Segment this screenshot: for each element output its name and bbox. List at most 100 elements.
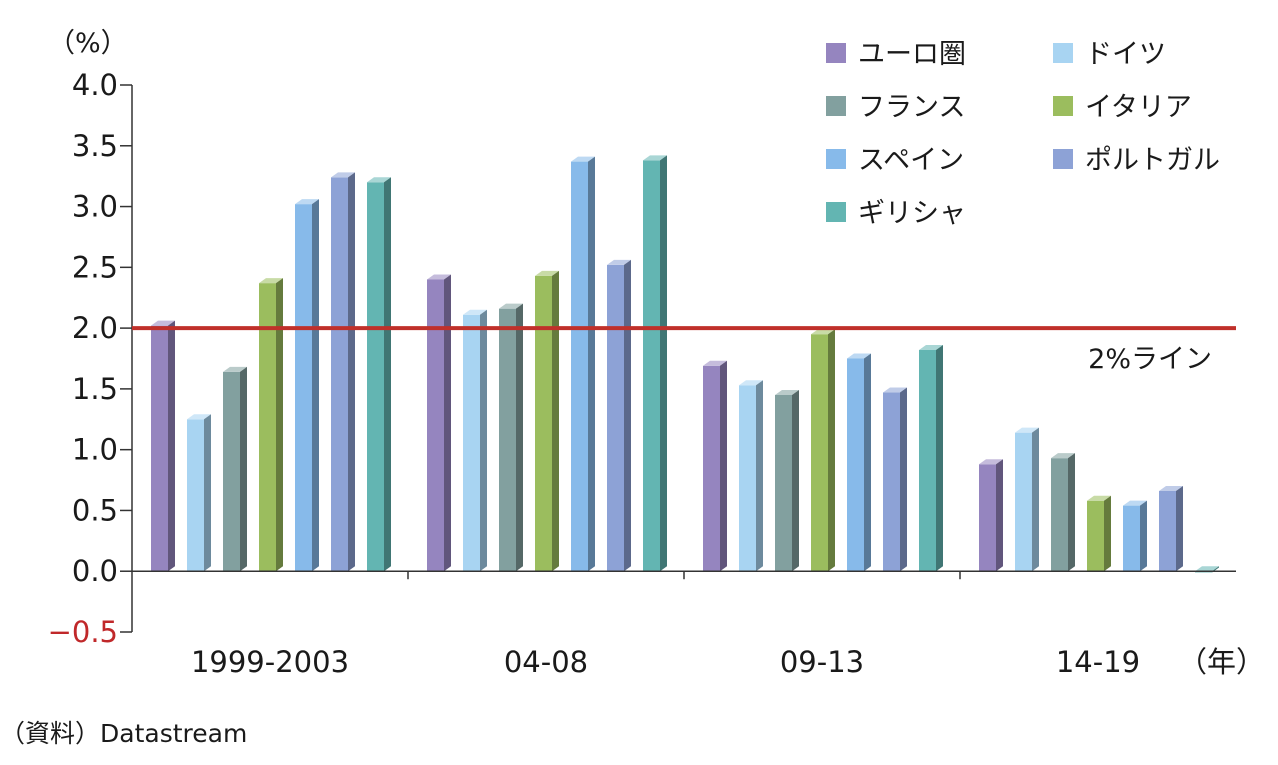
bar-ドイツ-14-19 xyxy=(1015,427,1039,572)
bar-top xyxy=(1051,453,1075,459)
bar-side xyxy=(276,278,283,572)
source-note: （資料）Datastream xyxy=(0,719,247,748)
bar-イタリア-1999-2003 xyxy=(259,278,283,572)
legend-item: イタリア xyxy=(1053,92,1192,123)
bar-front xyxy=(1087,500,1104,572)
x-category-label: 04-08 xyxy=(504,645,588,679)
bar-top xyxy=(739,380,763,386)
bar-ポルトガル-09-13 xyxy=(883,387,907,572)
bar-front xyxy=(1051,458,1068,572)
bar-front xyxy=(643,160,660,572)
bar-フランス-04-08 xyxy=(499,303,523,572)
bar-top xyxy=(367,177,391,183)
legend-item: ユーロ圏 xyxy=(826,39,966,70)
bar-side xyxy=(792,389,799,572)
bar-top xyxy=(1195,566,1219,572)
bar-イタリア-09-13 xyxy=(811,329,835,572)
bar-top xyxy=(847,353,871,359)
bar-ドイツ-09-13 xyxy=(739,380,763,572)
bar-ユーロ圏-09-13 xyxy=(703,360,727,572)
bar-ポルトガル-1999-2003 xyxy=(331,172,355,572)
bar-top xyxy=(463,309,487,315)
y-tick-label: 1.5 xyxy=(72,372,118,406)
legend-label: ユーロ圏 xyxy=(858,39,966,70)
bar-スペイン-04-08 xyxy=(571,156,595,572)
bar-front xyxy=(187,419,204,572)
bar-side xyxy=(312,199,319,572)
legend-swatch xyxy=(1053,43,1073,63)
bar-スペイン-14-19 xyxy=(1123,500,1147,572)
bar-side xyxy=(720,360,727,572)
bar-side xyxy=(900,387,907,572)
bar-side xyxy=(1068,453,1075,572)
bars-layer xyxy=(151,155,1219,573)
y-tick-label: 1.0 xyxy=(72,433,118,467)
bar-front xyxy=(703,365,720,572)
y-tick-label: 0.5 xyxy=(72,493,118,527)
bar-side xyxy=(168,320,175,572)
bar-side xyxy=(588,156,595,572)
bar-front xyxy=(811,334,828,572)
bar-side xyxy=(936,344,943,572)
y-tick-label: 3.0 xyxy=(72,190,118,224)
bar-side xyxy=(996,459,1003,572)
bar-top xyxy=(919,344,943,350)
bar-top xyxy=(1087,495,1111,501)
y-tick-label: 4.0 xyxy=(72,68,118,102)
bar-top xyxy=(427,274,451,280)
bar-ギリシャ-09-13 xyxy=(919,344,943,572)
bar-side xyxy=(1104,495,1111,572)
legend-item: スペイン xyxy=(826,145,964,176)
bar-front xyxy=(1123,505,1140,572)
legend-item: ポルトガル xyxy=(1053,145,1220,176)
legend-item: フランス xyxy=(826,92,965,123)
bar-side xyxy=(1176,485,1183,572)
bar-front xyxy=(883,392,900,572)
bar-side xyxy=(444,274,451,572)
y-tick-label: 0.0 xyxy=(72,554,118,588)
bar-top xyxy=(979,459,1003,465)
axes-layer: 4.0 3.5 3.0 2.5 2.0 1.5 1.0 0.5 0.0 −0.5 1999-2003… xyxy=(48,68,1236,679)
x-axis-unit-label: （年） xyxy=(1178,645,1265,679)
bar-front xyxy=(847,358,864,572)
bar-front xyxy=(151,325,168,572)
legend-label: スペイン xyxy=(858,145,964,176)
bar-top xyxy=(223,366,247,372)
bar-ドイツ-04-08 xyxy=(463,309,487,572)
y-axis-unit-label: （%） xyxy=(48,28,128,59)
bar-ポルトガル-14-19 xyxy=(1159,485,1183,572)
bar-top xyxy=(535,270,559,276)
bar-side xyxy=(756,380,763,572)
y-tick-label: 2.5 xyxy=(72,250,118,284)
legend-swatch xyxy=(826,43,846,63)
bar-ギリシャ-1999-2003 xyxy=(367,177,391,572)
bar-front xyxy=(259,283,276,572)
x-category-label: 09-13 xyxy=(780,645,864,679)
bar-ユーロ圏-04-08 xyxy=(427,274,451,572)
bar-side xyxy=(864,353,871,572)
legend-swatch xyxy=(826,149,846,169)
bar-イタリア-14-19 xyxy=(1087,495,1111,572)
bar-top xyxy=(331,172,355,178)
bar-front xyxy=(979,464,996,572)
bar-front xyxy=(535,275,552,572)
legend-item: ギリシャ xyxy=(826,198,966,229)
bar-top xyxy=(1015,427,1039,433)
bar-front xyxy=(739,385,756,572)
bar-ユーロ圏-14-19 xyxy=(979,459,1003,572)
bar-ユーロ圏-1999-2003 xyxy=(151,320,175,572)
y-tick-label: 3.5 xyxy=(72,129,118,163)
x-category-label: 14-19 xyxy=(1056,645,1140,679)
bar-top xyxy=(259,278,283,284)
bar-side xyxy=(516,303,523,572)
x-category-label: 1999-2003 xyxy=(191,645,349,679)
bar-front xyxy=(1159,490,1176,572)
bar-top xyxy=(775,389,799,395)
bar-front xyxy=(607,264,624,572)
bar-side xyxy=(1032,427,1039,572)
bar-front xyxy=(427,279,444,572)
bar-top xyxy=(499,303,523,309)
legend-item: ドイツ xyxy=(1053,39,1166,70)
